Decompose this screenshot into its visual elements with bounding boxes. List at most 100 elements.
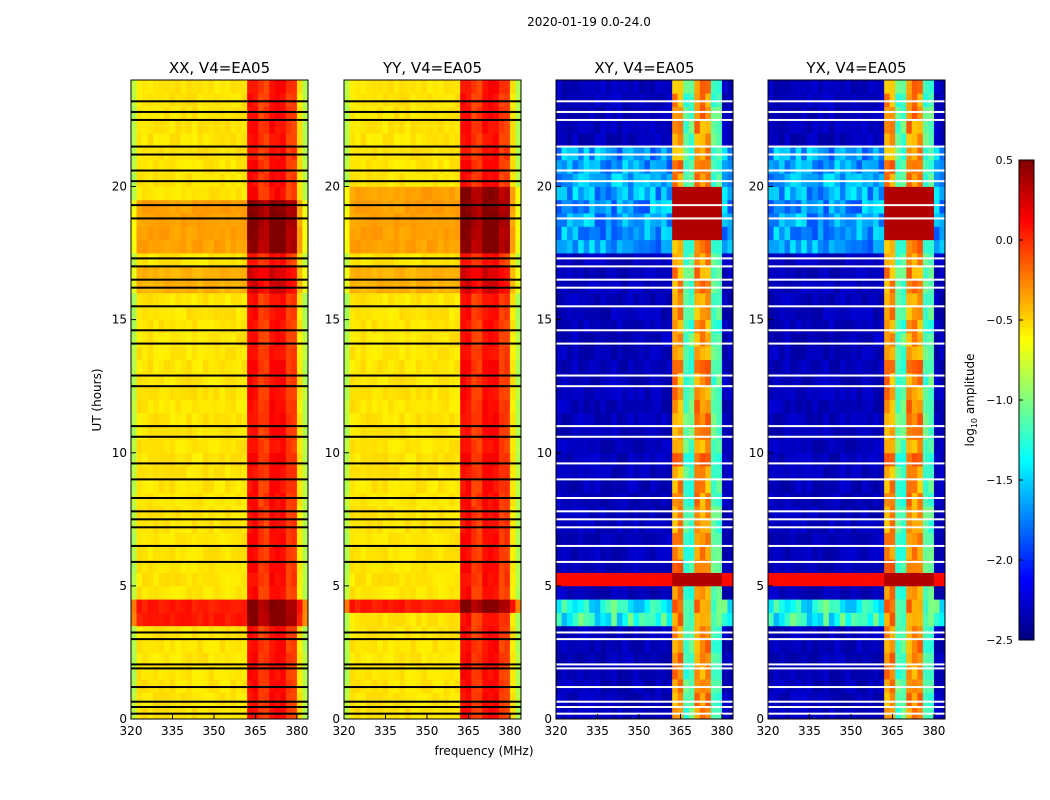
heatmap-cell	[360, 599, 367, 613]
heatmap-cell	[355, 346, 361, 360]
heatmap-cell	[677, 665, 684, 680]
heatmap-cell	[136, 612, 143, 627]
heatmap-cell	[611, 106, 618, 121]
heatmap-cell	[208, 279, 215, 294]
heatmap-cell	[291, 599, 298, 613]
heatmap-cell	[583, 572, 590, 587]
heatmap-cell	[611, 479, 618, 494]
heatmap-cell	[180, 213, 187, 227]
heatmap-cell	[482, 652, 489, 667]
heatmap-cell	[377, 173, 384, 187]
heatmap-cell	[382, 599, 389, 613]
heatmap-cell	[421, 386, 428, 400]
heatmap-cell	[705, 452, 712, 467]
heatmap-cell	[449, 412, 456, 427]
heatmap-cell	[460, 386, 467, 400]
heatmap-cell	[677, 692, 684, 707]
heatmap-cell	[225, 306, 231, 321]
heatmap-cell	[509, 572, 516, 587]
heatmap-cell	[236, 199, 243, 214]
heatmap-cell	[666, 399, 673, 414]
heatmap-cell	[716, 599, 723, 613]
heatmap-cell	[131, 439, 137, 454]
heatmap-cell	[594, 186, 601, 201]
heatmap-cell	[515, 492, 522, 507]
heatmap-cell	[650, 599, 656, 613]
heatmap-cell	[438, 293, 444, 307]
heatmap-cell	[638, 173, 645, 187]
heatmap-cell	[727, 359, 734, 374]
heatmap-cell	[388, 399, 395, 414]
heatmap-cell	[716, 492, 723, 507]
heatmap-cell	[460, 506, 467, 520]
heatmap-cell	[476, 386, 483, 400]
heatmap-cell	[594, 80, 601, 94]
heatmap-cell	[296, 599, 303, 613]
heatmap-cell	[611, 452, 618, 467]
heatmap-cell	[153, 173, 160, 187]
heatmap-cell	[454, 692, 461, 707]
heatmap-cell	[147, 173, 154, 187]
heatmap-cell	[683, 93, 690, 108]
heatmap-cell	[302, 146, 309, 161]
heatmap-cell	[454, 639, 461, 653]
heatmap-cell	[504, 386, 511, 400]
heatmap-cell	[638, 346, 645, 360]
heatmap-cell	[230, 319, 237, 334]
heatmap-cell	[655, 226, 662, 241]
heatmap-cell	[147, 639, 154, 653]
heatmap-cell	[158, 639, 165, 653]
heatmap-cell	[263, 213, 270, 227]
heatmap-cell	[382, 293, 389, 307]
heatmap-cell	[694, 679, 701, 693]
heatmap-cell	[600, 665, 607, 680]
heatmap-cell	[773, 452, 780, 467]
flagged-row	[556, 560, 733, 563]
heatmap-cell	[589, 532, 596, 547]
heatmap-cell	[638, 213, 645, 227]
heatmap-cell	[672, 652, 679, 667]
heatmap-cell	[504, 372, 511, 387]
heatmap-cell	[509, 80, 516, 94]
heatmap-cell	[142, 279, 148, 294]
heatmap-cell	[147, 239, 154, 254]
flagged-row	[344, 204, 521, 207]
heatmap-cell	[471, 599, 478, 613]
heatmap-cell	[688, 532, 695, 547]
heatmap-cell	[197, 479, 204, 494]
y-tick-label: 0	[544, 712, 552, 726]
heatmap-cell	[504, 319, 511, 334]
heatmap-cell	[465, 199, 472, 214]
heatmap-cell	[768, 705, 774, 720]
heatmap-cell	[493, 93, 500, 108]
heatmap-cell	[355, 80, 361, 94]
heatmap-cell	[465, 306, 472, 321]
heatmap-cell	[393, 279, 400, 294]
heatmap-cell	[208, 332, 215, 347]
heatmap-cell	[699, 293, 706, 307]
heatmap-cell	[460, 519, 467, 534]
heatmap-cell	[627, 545, 634, 560]
heatmap-cell	[360, 639, 367, 653]
heatmap-cell	[605, 492, 612, 507]
heatmap-cell	[241, 545, 248, 560]
heatmap-cell	[600, 279, 607, 294]
heatmap-cell	[672, 386, 679, 400]
heatmap-cell	[371, 692, 378, 707]
heatmap-cell	[504, 80, 511, 94]
heatmap-cell	[476, 159, 483, 174]
heatmap-cell	[241, 266, 248, 281]
heatmap-cell	[208, 545, 215, 560]
heatmap-cell	[572, 359, 579, 374]
heatmap-cell	[252, 319, 259, 334]
heatmap-cell	[633, 266, 640, 281]
heatmap-cell	[371, 705, 378, 720]
heatmap-cell	[410, 439, 417, 454]
heatmap-cell	[285, 346, 292, 360]
heatmap-cell	[236, 426, 243, 440]
heatmap-cell	[605, 665, 612, 680]
heatmap-cell	[589, 612, 596, 627]
heatmap-cell	[694, 253, 701, 267]
heatmap-cell	[360, 532, 367, 547]
heatmap-cell	[498, 159, 505, 174]
